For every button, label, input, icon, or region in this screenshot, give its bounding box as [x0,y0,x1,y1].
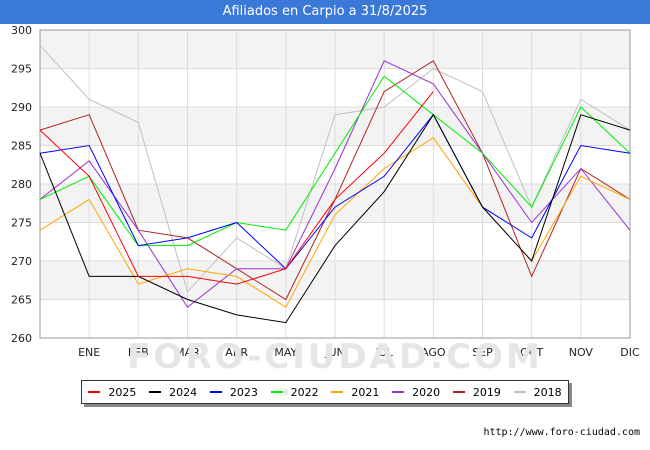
y-tick-label: 300 [11,24,32,37]
y-tick-label: 285 [11,140,32,153]
chart-title: Afiliados en Carpio a 31/8/2025 [0,0,650,24]
legend-item-2025: 2025 [88,386,136,399]
y-tick-label: 275 [11,217,32,230]
y-tick-label: 265 [11,294,32,307]
x-tick-label: ENE [78,346,100,359]
y-tick-label: 280 [11,178,32,191]
legend-item-2020: 2020 [392,386,440,399]
x-tick-label: MAY [274,346,297,359]
legend-label: 2019 [472,385,501,399]
legend-swatch [88,391,101,393]
legend-swatch [149,391,162,393]
legend-swatch [392,391,405,393]
legend-label: 2022 [290,385,319,399]
y-tick-label: 270 [11,255,32,268]
legend-item-2022: 2022 [270,385,319,399]
legend-swatch [331,391,344,393]
legend-item-2023: 2023 [209,385,258,399]
legend-label: 2023 [229,385,258,399]
y-tick-label: 260 [11,332,32,345]
legend-label: 2025 [108,385,137,399]
y-tick-label: 295 [11,63,32,76]
footer-url: http://www.foro-ciudad.com [483,427,640,438]
series-line-2025 [39,91,434,285]
legend-swatch [270,391,283,393]
legend-swatch [209,391,222,393]
series-line-2020 [39,60,631,308]
legend-label: 2018 [533,385,562,399]
chart-legend: 2025 2024 2023 2022 2021 2020 2019 2018 [81,380,569,404]
legend-item-2019: 2019 [452,385,501,399]
x-tick-label: NOV [569,346,594,359]
legend-label: 2024 [169,385,198,399]
x-tick-label: DIC [620,346,640,359]
x-tick-label: JUN [324,346,345,359]
x-tick-label: ABR [225,346,248,359]
legend-label: 2021 [351,385,380,399]
y-tick-label: 290 [11,101,32,114]
legend-swatch [452,391,465,393]
legend-label: 2020 [412,385,441,399]
watermark-text: FORO-CIUDAD.COM [127,337,543,377]
legend-item-2024: 2024 [149,386,197,399]
legend-item-2018: 2018 [513,385,562,399]
x-tick-label: SEP [472,346,493,359]
series-line-2023 [39,113,631,270]
x-tick-label: JUL [374,346,393,359]
x-tick-label: MAR [175,346,200,359]
legend-swatch [513,391,526,393]
x-tick-label: OCT [520,346,543,359]
plot-frame [39,29,631,339]
x-tick-label: FEB [128,346,149,359]
legend-item-2021: 2021 [331,386,379,399]
x-tick-label: AGO [421,346,446,359]
